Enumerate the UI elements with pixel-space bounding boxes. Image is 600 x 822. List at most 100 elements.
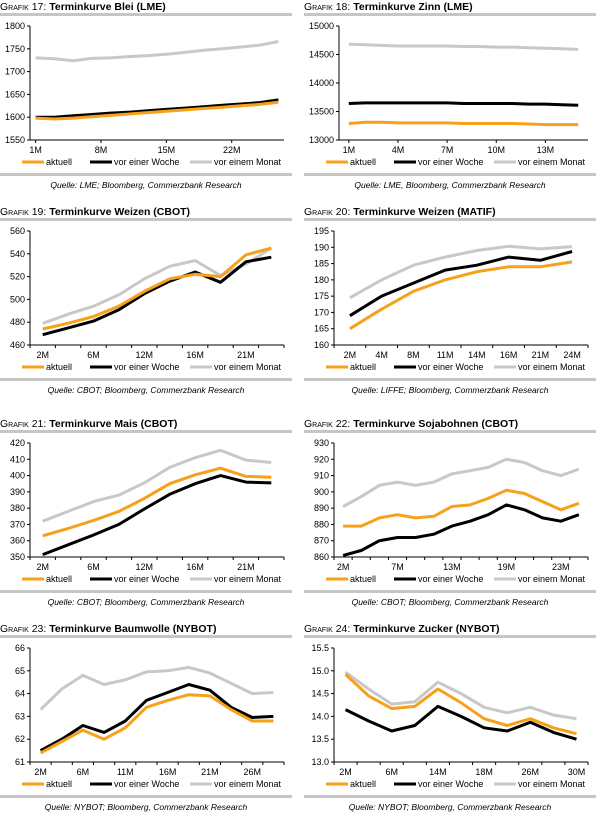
chart-source: Quelle: NYBOT; Bloomberg, Commerzbank Re… [44,802,248,812]
legend-label: vor einer Woche [418,157,483,167]
chart-title-text: Terminkurve Blei (LME) [49,1,166,13]
chart-source: Quelle: LIFFE; Bloomberg, Commerzbank Re… [351,385,549,395]
y-tick-label: 480 [10,317,25,327]
chart-title: Grafik 20: Terminkurve Weizen (MATIF) [304,206,496,218]
chart-panel: Grafik 22: Terminkurve Sojabohnen (CBOT)… [304,417,596,617]
y-tick-label: 15.0 [311,666,329,676]
y-tick-label: 930 [314,438,329,448]
legend-label: vor einer Woche [114,362,179,372]
series-line-aktuell [343,488,580,528]
series-line-vor-einer-woche [35,98,279,119]
x-tick-label: 23M [552,562,570,572]
chart-title-text: Terminkurve Zucker (NYBOT) [353,623,500,635]
chart-svg: 1M 8M 15M 22M 1550 1600 1650 1700 1750 1800 aktuel… [5,21,284,167]
chart-svg: 2M 6M 12M 16M 21M 460 480 500 520 540 560 aktuell vo… [10,226,285,372]
chart-panel: Grafik 18: Terminkurve Zinn (LME) Quelle:… [304,0,596,200]
divider [0,590,292,593]
legend-label: vor einem Monat [214,779,282,789]
y-tick-label: 61 [15,757,25,767]
legend-label: aktuell [46,362,72,372]
y-tick-label: 185 [314,259,329,269]
divider [304,378,596,381]
legend-label: vor einem Monat [214,157,282,167]
series-line-aktuell [348,120,579,127]
x-tick-label: 6M [87,350,100,360]
divider [304,13,596,16]
legend-label: vor einem Monat [214,362,282,372]
x-tick-label: 15M [158,145,176,155]
chart-title-text: Terminkurve Zinn (LME) [353,1,473,13]
divider [0,378,292,381]
y-tick-label: 460 [10,340,25,350]
legend-label: aktuell [350,574,376,584]
y-tick-label: 13500 [309,107,334,117]
series-line-vor-einem-monat [349,244,573,300]
x-tick-label: 1M [29,145,42,155]
series-line-vor-einer-woche [348,101,579,107]
chart-title: Grafik 22: Terminkurve Sojabohnen (CBOT) [304,418,518,430]
series-line-aktuell [35,100,279,121]
chart-number: Grafik 20: [304,206,351,218]
divider [0,635,292,638]
legend-label: vor einer Woche [114,779,179,789]
x-tick-label: 19M [498,562,516,572]
chart-title: Grafik 23: Terminkurve Baumwolle (NYBOT) [0,623,216,635]
series-line-aktuell [344,673,577,736]
y-tick-label: 560 [10,226,25,236]
series-line-vor-einem-monat [344,670,577,721]
y-tick-label: 400 [10,471,25,481]
chart-source: Quelle: NYBOT; Bloomberg, Commerzbank Re… [348,802,552,812]
x-tick-label: 30M [568,767,586,777]
y-tick-label: 170 [314,307,329,317]
x-tick-label: 13M [443,562,461,572]
legend-label: aktuell [46,574,72,584]
x-tick-label: 12M [136,350,154,360]
legend-label: vor einem Monat [518,157,586,167]
series-line-vor-einer-woche [39,683,274,752]
y-tick-label: 65 [15,666,25,676]
y-tick-label: 13.5 [311,734,329,744]
y-tick-label: 13.0 [311,757,329,767]
x-tick-label: 21M [532,350,550,360]
chart-panel: Grafik 17: Terminkurve Blei (LME) Quelle:… [0,0,292,200]
y-tick-label: 15.5 [311,643,329,653]
y-tick-label: 520 [10,272,25,282]
series-line-vor-einem-monat [39,665,274,711]
x-tick-label: 16M [186,350,204,360]
x-tick-label: 6M [87,562,100,572]
chart-panel: Grafik 20: Terminkurve Weizen (MATIF) Que… [304,205,596,405]
divider [304,173,596,176]
chart-number: Grafik 22: [304,418,351,430]
series-line-vor-einem-monat [35,40,279,63]
chart-source: Quelle: LME; Bloomberg, Commerzbank Rese… [50,180,242,190]
x-tick-label: 24M [563,350,581,360]
y-tick-label: 190 [314,242,329,252]
y-tick-label: 880 [314,519,329,529]
x-tick-label: 13M [537,145,555,155]
chart-svg: 2M 6M 12M 16M 21M 350 360 370 380 390 400 410 420 akt… [10,438,285,584]
x-tick-label: 18M [475,767,493,777]
chart-number: Grafik 18: [304,1,351,13]
chart-title: Grafik 21: Terminkurve Mais (CBOT) [0,418,177,430]
chart-source: Quelle: CBOT; Bloomberg, Commerzbank Res… [351,597,549,607]
divider [304,218,596,221]
legend-label: vor einer Woche [418,362,483,372]
chart-svg: 2M 6M 11M 16M 21M 26M 61 62 63 64 65 66 aktuell vor e… [15,643,285,789]
series-line-vor-einer-woche [342,503,580,557]
y-tick-label: 64 [15,689,25,699]
y-tick-label: 62 [15,734,25,744]
divider [0,173,292,176]
series-line-vor-einer-woche [349,250,573,317]
chart-title-text: Terminkurve Mais (CBOT) [49,418,178,430]
divider [304,590,596,593]
y-tick-label: 66 [15,643,25,653]
x-tick-label: 8M [407,350,420,360]
y-tick-label: 540 [10,249,25,259]
y-tick-label: 15000 [309,21,334,31]
y-tick-label: 14500 [309,50,334,60]
x-tick-label: 26M [522,767,540,777]
x-tick-label: 1M [343,145,356,155]
series-line-vor-einem-monat [42,448,272,523]
y-tick-label: 195 [314,226,329,236]
y-tick-label: 390 [10,487,25,497]
